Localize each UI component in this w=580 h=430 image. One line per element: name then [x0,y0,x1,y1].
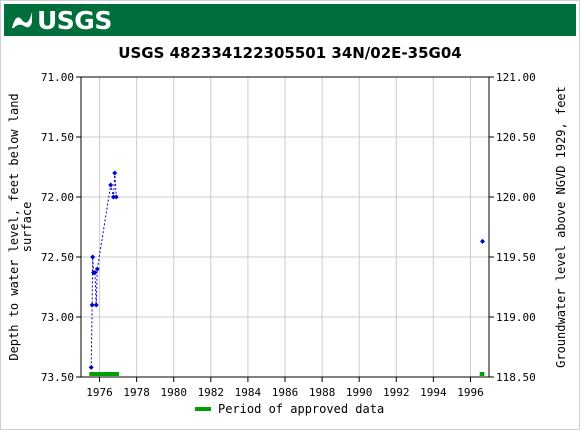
right-y-axis: 121.00 120.50 120.00 119.50 119.00 118.50 [489,71,536,384]
right-y-axis-label: Groundwater level above NGVD 1929, feet [554,86,568,368]
data-series [88,170,486,370]
x-tick-label: 1994 [420,386,447,399]
series-line [90,172,117,368]
x-tick-label: 1988 [309,386,336,399]
left-y-tick-label: 73.50 [41,371,74,384]
x-tick-label: 1984 [235,386,262,399]
data-point [88,364,94,370]
x-axis: 1976 1978 1980 1982 1984 1986 1988 1990 1992 1994… [86,377,484,399]
x-tick-label: 1982 [198,386,225,399]
x-tick-label: 1992 [383,386,410,399]
legend: Period of approved data [195,402,384,416]
left-y-tick-label: 71.00 [41,71,74,84]
usgs-logo-text: USGS [37,5,112,35]
data-point [108,182,114,188]
right-y-tick-label: 119.50 [496,251,536,264]
right-y-tick-label: 120.00 [496,191,536,204]
chart-title: USGS 482334122305501 34N/02E-35G04 [118,44,461,62]
left-y-tick-label: 73.00 [41,311,74,324]
x-tick-label: 1986 [272,386,299,399]
data-point [112,170,118,176]
right-y-tick-label: 118.50 [496,371,536,384]
right-y-tick-label: 119.00 [496,311,536,324]
left-y-tick-label: 72.50 [41,251,74,264]
right-y-tick-label: 121.00 [496,71,536,84]
x-tick-label: 1980 [160,386,187,399]
usgs-banner: USGS [4,4,576,36]
x-tick-label: 1990 [346,386,373,399]
data-point [110,194,116,200]
left-y-tick-label: 71.50 [41,131,74,144]
left-y-tick-label: 72.00 [41,191,74,204]
legend-label: Period of approved data [218,402,384,416]
usgs-logo[interactable]: USGS [10,5,112,35]
data-point [94,266,100,272]
data-point [90,254,96,260]
data-point [89,302,95,308]
x-tick-label: 1978 [123,386,150,399]
data-point [92,270,98,276]
left-y-axis-label-line1: Depth to water level, feet below land [7,93,21,360]
left-y-axis-label: Depth to water level, feet below landsur… [7,93,34,360]
right-y-tick-label: 120.50 [496,131,536,144]
left-y-axis: 71.00 71.50 72.00 72.50 73.00 73.50 [41,71,81,384]
data-point [113,194,119,200]
usgs-wave-icon [12,12,32,30]
data-point [480,238,486,244]
x-tick-label: 1996 [457,386,484,399]
x-tick-label: 1976 [86,386,113,399]
left-y-axis-label-line2: surface [20,202,34,253]
grid [81,76,489,378]
data-point [93,302,99,308]
